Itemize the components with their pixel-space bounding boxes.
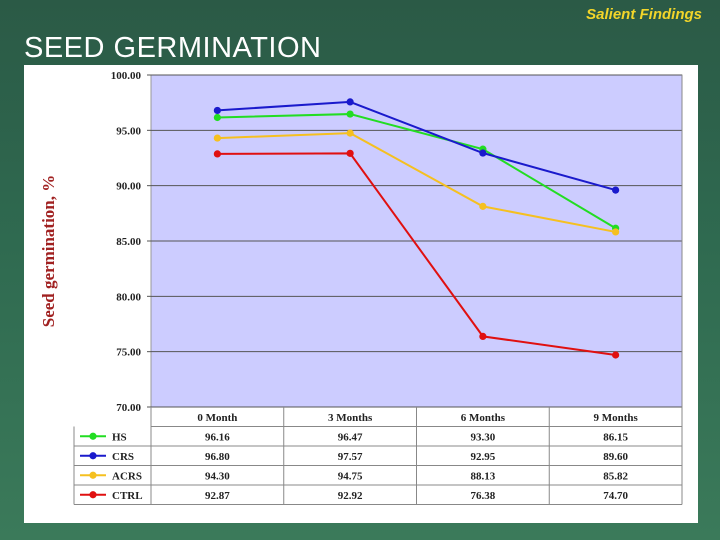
- x-category-label: 0 Month: [197, 412, 237, 424]
- data-value-label: 96.16: [205, 431, 230, 443]
- series-line-acrs: [217, 132, 616, 233]
- slide-header: Salient Findings: [586, 6, 702, 23]
- y-tick-label: 90.00: [116, 181, 141, 193]
- y-tick-label: 80.00: [116, 291, 141, 303]
- data-value-label: 97.57: [338, 451, 363, 463]
- data-point-ctrl: [346, 149, 354, 157]
- data-point-acrs: [612, 228, 620, 236]
- data-value-label: 96.47: [338, 431, 363, 443]
- data-value-label: 94.75: [338, 470, 363, 482]
- data-value-label: 92.92: [338, 490, 363, 502]
- data-point-hs: [346, 110, 354, 118]
- legend-swatch-marker: [89, 471, 97, 479]
- data-point-hs: [213, 113, 221, 122]
- slide-title: SEED GERMINATION: [24, 32, 322, 64]
- legend-swatch-marker: [89, 491, 97, 499]
- legend-label: CRS: [112, 451, 134, 463]
- x-category-label: 6 Months: [461, 412, 506, 424]
- data-point-crs: [612, 186, 620, 194]
- data-point-crs: [213, 106, 221, 115]
- data-value-label: 92.95: [471, 451, 496, 463]
- legend-label: HS: [112, 431, 127, 443]
- y-tick-label: 85.00: [116, 236, 141, 248]
- x-category-label: 3 Months: [328, 412, 373, 424]
- legend-swatch-marker: [89, 432, 97, 440]
- data-value-label: 74.70: [603, 490, 628, 502]
- data-value-label: 89.60: [603, 451, 628, 463]
- data-point-ctrl: [479, 332, 487, 340]
- y-tick-label: 95.00: [116, 125, 141, 137]
- line-chart: 70.00 75.00 80.00 85.00 90.00 95.00 100.00 Seed…: [39, 70, 683, 505]
- series-line-ctrl: [217, 152, 616, 356]
- data-value-label: 92.87: [205, 490, 230, 502]
- y-axis-label: Seed germination, %: [39, 175, 58, 328]
- data-value-label: 93.30: [471, 431, 496, 443]
- data-point-ctrl: [612, 351, 620, 359]
- data-point-crs: [346, 98, 354, 106]
- legend-label: ACRS: [112, 470, 142, 482]
- x-category-label: 9 Months: [593, 412, 638, 424]
- data-value-label: 88.13: [471, 470, 496, 482]
- data-point-acrs: [213, 134, 221, 142]
- series-line-hs: [217, 113, 617, 230]
- data-value-label: 86.15: [603, 431, 628, 443]
- data-point-crs: [479, 149, 487, 157]
- y-tick-label: 70.00: [116, 402, 141, 414]
- legend-label: CTRL: [112, 490, 143, 502]
- data-value-label: 94.30: [205, 470, 230, 482]
- data-point-acrs: [479, 202, 487, 210]
- data-value-label: 96.80: [205, 451, 230, 463]
- series-line-crs: [217, 100, 616, 192]
- y-tick-label: 75.00: [116, 347, 141, 359]
- data-point-acrs: [346, 129, 354, 137]
- y-tick-label: 100.00: [111, 70, 142, 82]
- data-point-ctrl: [213, 150, 221, 158]
- chart-panel: 70.00 75.00 80.00 85.00 90.00 95.00 100.00 Seed…: [24, 65, 698, 523]
- data-value-label: 85.82: [603, 470, 628, 482]
- data-value-label: 76.38: [471, 490, 496, 502]
- legend-swatch-marker: [89, 452, 97, 460]
